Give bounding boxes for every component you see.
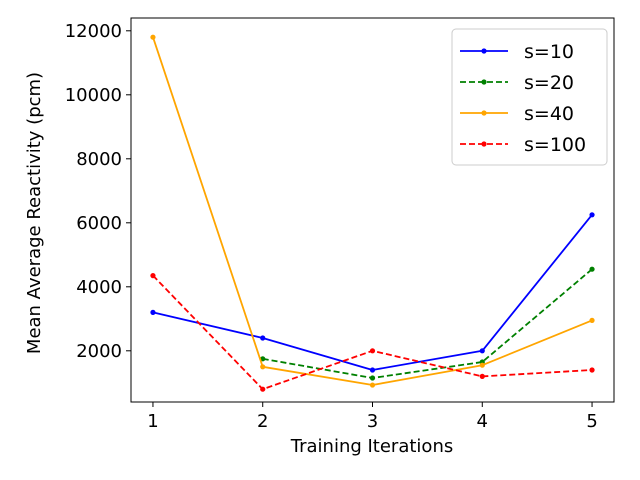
data-point-s=100-2 xyxy=(260,386,266,392)
data-point-s=100-3 xyxy=(369,348,376,354)
data-point-s=40-5 xyxy=(589,317,595,323)
series-line-s=20 xyxy=(262,268,593,379)
x-tick-label: 3 xyxy=(367,411,378,432)
legend-label-s=100: s=100 xyxy=(524,134,586,156)
x-tick-label: 4 xyxy=(477,411,488,432)
legend-label-s=20: s=20 xyxy=(524,72,574,94)
axis-ticks: 1 2 3 4 5 2000 4000 6000 8000 10000 12000 xyxy=(65,21,598,432)
data-point-s=20-2 xyxy=(260,356,266,362)
y-tick-label: 12000 xyxy=(65,21,122,42)
legend-marker-s=10 xyxy=(481,48,487,54)
legend-label-s=40: s=40 xyxy=(524,103,574,125)
legend-label-s=10: s=10 xyxy=(524,41,574,63)
legend-box xyxy=(451,28,608,166)
y-tick-label: 8000 xyxy=(76,149,122,170)
x-tick-label: 1 xyxy=(147,411,158,432)
data-point-s=10-5 xyxy=(589,212,595,218)
y-axis-label: Mean Average Reactivity (pcm) xyxy=(24,72,45,354)
legend: s=10 s=20 s=40 s=100 xyxy=(451,28,608,166)
data-point-s=10-4 xyxy=(479,348,485,354)
data-point-s=20-3 xyxy=(369,375,376,381)
legend-marker-s=20 xyxy=(481,79,487,85)
data-point-s=20-5 xyxy=(589,266,595,272)
data-point-s=100-5 xyxy=(589,367,595,373)
data-point-s=40-3 xyxy=(369,382,376,388)
data-point-s=10-1 xyxy=(150,309,156,315)
data-point-s=40-2 xyxy=(260,364,266,370)
x-tick-label: 5 xyxy=(586,411,597,432)
legend-marker-s=40 xyxy=(481,110,487,116)
data-point-s=100-1 xyxy=(150,273,156,279)
x-axis-label: Training Iterations xyxy=(290,436,453,457)
legend-marker-s=100 xyxy=(481,141,487,147)
y-tick-label: 4000 xyxy=(76,277,122,298)
data-point-s=10-3 xyxy=(369,367,376,373)
data-point-s=100-4 xyxy=(479,373,485,379)
y-tick-label: 2000 xyxy=(76,341,122,362)
y-tick-label: 6000 xyxy=(76,213,122,234)
x-tick-label: 2 xyxy=(257,411,268,432)
data-point-s=40-1 xyxy=(150,34,156,40)
data-point-s=40-4 xyxy=(479,362,485,368)
plot-area xyxy=(150,34,595,392)
y-tick-label: 10000 xyxy=(65,85,122,106)
data-point-s=10-2 xyxy=(260,335,266,341)
